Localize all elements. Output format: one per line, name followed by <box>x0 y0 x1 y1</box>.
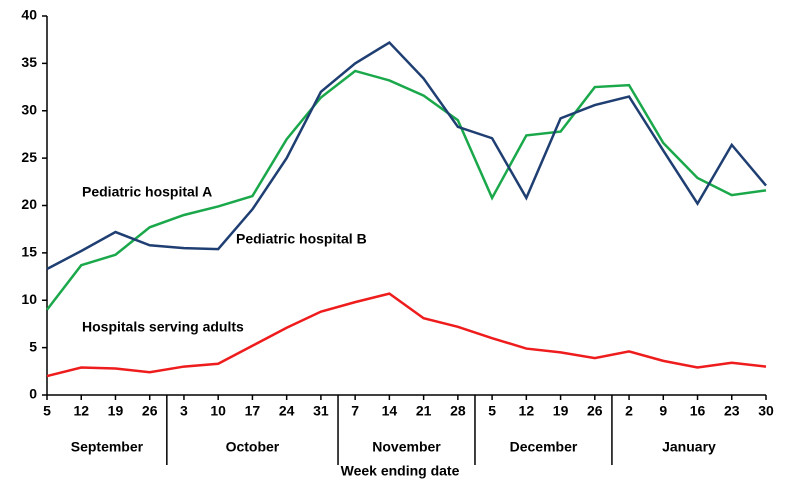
x-tick-label: 16 <box>690 403 706 419</box>
x-tick-label: 14 <box>382 403 398 419</box>
y-tick-label: 15 <box>21 244 37 260</box>
x-tick-label: 10 <box>210 403 226 419</box>
series-label: Pediatric hospital B <box>236 231 367 247</box>
month-label: December <box>510 439 578 455</box>
x-tick-label: 21 <box>416 403 432 419</box>
series-label: Hospitals serving adults <box>82 319 244 335</box>
series-line <box>46 40 767 271</box>
month-label: November <box>372 439 441 455</box>
x-axis-label: Week ending date <box>341 463 460 479</box>
x-tick-label: 19 <box>553 403 569 419</box>
y-tick-label: 5 <box>29 338 37 354</box>
x-tick-label: 23 <box>724 403 740 419</box>
series-line <box>46 292 767 378</box>
x-tick-label: 28 <box>450 403 466 419</box>
y-tick-label: 25 <box>21 149 37 165</box>
y-tick-label: 10 <box>21 291 37 307</box>
x-tick-label: 24 <box>279 403 295 419</box>
month-label: September <box>71 439 144 455</box>
y-tick-label: 40 <box>21 7 37 23</box>
y-tick-label: 0 <box>29 386 37 402</box>
y-tick-label: 30 <box>21 101 37 117</box>
x-tick-label: 31 <box>313 403 329 419</box>
x-tick-label: 12 <box>73 403 89 419</box>
x-tick-label: 30 <box>758 403 774 419</box>
month-label: October <box>226 439 280 455</box>
x-tick-label: 19 <box>108 403 124 419</box>
series-label: Pediatric hospital A <box>82 184 212 200</box>
x-tick-label: 7 <box>351 403 359 419</box>
y-tick-label: 20 <box>21 196 37 212</box>
x-tick-label: 5 <box>488 403 496 419</box>
x-tick-label: 12 <box>519 403 535 419</box>
x-tick-label: 17 <box>245 403 261 419</box>
x-tick-label: 5 <box>43 403 51 419</box>
x-tick-label: 26 <box>587 403 603 419</box>
y-tick-label: 35 <box>21 54 37 70</box>
x-tick-label: 2 <box>625 403 633 419</box>
month-label: January <box>662 439 716 455</box>
x-tick-label: 3 <box>180 403 188 419</box>
x-tick-label: 9 <box>659 403 667 419</box>
x-tick-label: 26 <box>142 403 158 419</box>
series-line <box>46 69 767 311</box>
